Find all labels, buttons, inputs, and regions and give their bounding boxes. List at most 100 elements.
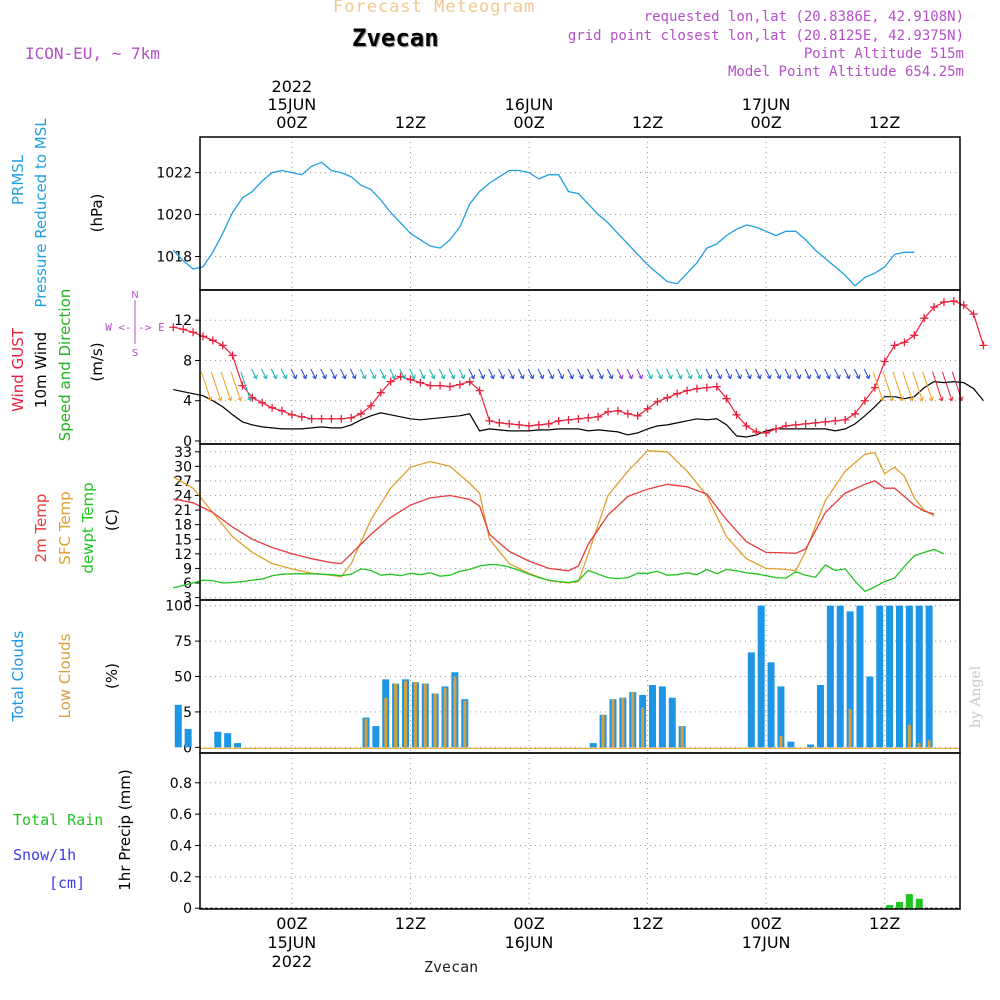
gust-marker — [228, 351, 237, 360]
product-title: Forecast Meteogram — [333, 0, 536, 17]
wind-arrow — [814, 368, 820, 379]
wind-frame — [199, 289, 961, 445]
gust-marker — [347, 413, 356, 422]
wind-arrow — [941, 371, 953, 401]
total-cloud-bar — [787, 741, 795, 748]
low-cloud-bar — [413, 682, 417, 748]
gust-marker — [544, 419, 553, 428]
bottom-time-label: 17JUN — [742, 933, 791, 952]
wind-arrowhead — [648, 374, 654, 380]
gust-marker — [860, 396, 869, 405]
gust-label: Wind GUST — [9, 327, 27, 412]
top-time-label: 17JUN — [742, 95, 791, 114]
cloud-ytick-label: 50 — [174, 670, 192, 686]
low-cloud-bar — [927, 740, 931, 748]
wind-arrow — [784, 368, 791, 379]
wind-arrow — [220, 371, 232, 401]
rain-bar — [896, 901, 904, 909]
wind-arrowhead — [322, 374, 328, 380]
gust-marker — [653, 397, 662, 406]
precip-panel: 0 0.2 0.4 0.6 0.8 — [170, 753, 960, 917]
gust-marker — [426, 381, 435, 390]
total-cloud-bar — [886, 605, 894, 748]
total-cloud-bar — [905, 605, 913, 748]
wind-arrowhead — [529, 374, 535, 380]
gust-marker — [416, 378, 425, 387]
wind-arrow — [587, 368, 593, 379]
temp-ytick-label: 3 — [183, 591, 192, 607]
wind-arrow — [656, 368, 662, 379]
gust-marker — [584, 413, 593, 422]
wind-arrow — [251, 368, 257, 379]
wind-arrow — [853, 368, 860, 379]
wind-arrowhead — [401, 374, 407, 380]
gust-marker — [495, 418, 504, 427]
precip-frame — [199, 752, 961, 910]
gust-marker — [287, 410, 296, 419]
wind-arrowhead — [776, 374, 782, 380]
wind-arrow — [498, 368, 504, 379]
wind-arrow — [428, 368, 435, 379]
wind-arrowhead — [747, 374, 752, 380]
gust-marker — [712, 382, 721, 391]
bottom-time-label: 12Z — [395, 914, 426, 933]
precip-ytick-label: 0.4 — [170, 839, 192, 855]
gust-marker — [376, 388, 385, 397]
wind-arrowhead — [658, 374, 663, 380]
total-cloud-bar — [807, 744, 815, 748]
total-cloud-bar — [846, 611, 854, 748]
wind-arrowhead — [292, 374, 298, 380]
wind-arrow — [369, 368, 376, 379]
low-cloud-bar — [433, 693, 437, 748]
gust-marker — [208, 336, 217, 345]
wind-arrow — [774, 368, 781, 379]
wind-arrowhead — [247, 396, 252, 402]
wind-arrow — [448, 368, 455, 379]
wind-arrowhead — [351, 374, 357, 380]
temp-ytick-label: 15 — [174, 532, 192, 548]
wind-arrowhead — [677, 374, 683, 380]
total-cloud-bar — [925, 605, 933, 748]
total-cloud-bar — [767, 662, 775, 748]
wind-arrowhead — [371, 374, 377, 380]
gust-marker — [870, 383, 879, 392]
wind-arrowhead — [889, 396, 895, 402]
gust-marker — [436, 381, 445, 390]
gust-marker — [791, 420, 800, 429]
dewpoint-line — [173, 548, 945, 593]
wind-arrowhead — [312, 374, 318, 380]
wind-arrowhead — [569, 374, 575, 380]
wind-ytick-label: 12 — [174, 313, 192, 329]
cloud-ytick-label: 75 — [174, 634, 192, 650]
t2m-label: 2m Temp — [32, 494, 50, 563]
gust-marker — [959, 301, 968, 310]
pressure-unit: (hPa) — [88, 194, 106, 233]
total-cloud-bar — [658, 686, 666, 748]
gust-marker — [722, 394, 731, 403]
point-altitude: Point Altitude 515m — [803, 46, 964, 62]
low-cloud-bar — [641, 707, 645, 748]
compass-n: N — [131, 290, 138, 301]
gust-marker — [406, 375, 415, 384]
bottom-time-label: 00Z — [276, 914, 307, 933]
wind-arrow — [399, 368, 406, 379]
wind-arrow — [922, 371, 933, 401]
compass-rose: W <-|-> ENS — [105, 290, 165, 359]
wind-arrow — [280, 368, 287, 379]
gust-marker — [386, 377, 395, 386]
gust-marker — [949, 297, 958, 306]
wind-arrowhead — [440, 374, 446, 380]
bottom-time-label: 15JUN — [268, 933, 317, 952]
wind-arrowhead — [450, 374, 456, 380]
rain-bars — [886, 894, 923, 909]
wind-arrow — [685, 368, 692, 379]
pressure-ytick-label: 1022 — [156, 166, 192, 182]
gust-marker — [880, 357, 889, 366]
top-time-label: 15JUN — [268, 95, 317, 114]
wind-ytick-label: 8 — [183, 353, 192, 369]
low-cloud-bar — [779, 736, 783, 748]
wind-arrowhead — [855, 374, 861, 380]
wind-arrow — [892, 371, 904, 401]
wind-arrow — [527, 368, 534, 379]
